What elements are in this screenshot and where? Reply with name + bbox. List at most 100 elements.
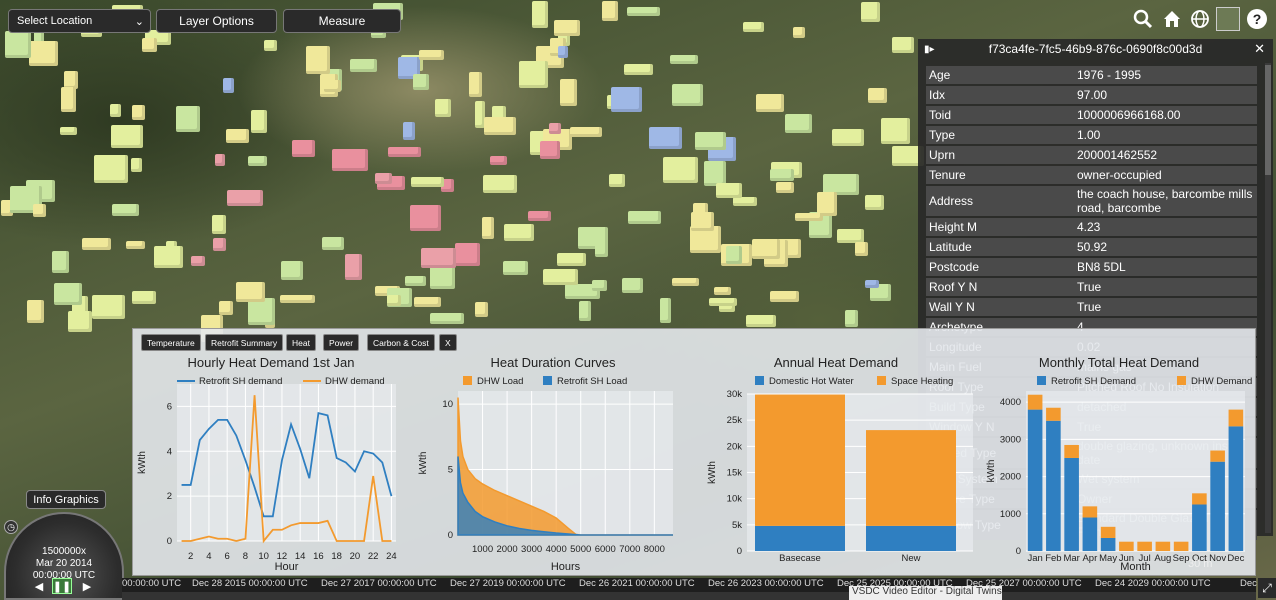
building-footprint[interactable]	[475, 301, 488, 317]
building-footprint[interactable]	[111, 124, 143, 148]
building-footprint[interactable]	[410, 177, 444, 188]
forward-icon[interactable]: ▶	[82, 580, 92, 593]
building-footprint[interactable]	[755, 93, 785, 113]
building-footprint[interactable]	[733, 196, 758, 206]
building-footprint[interactable]	[61, 87, 77, 113]
building-footprint[interactable]	[27, 299, 44, 323]
tab-temperature[interactable]: Temperature	[141, 334, 201, 351]
building-footprint[interactable]	[540, 140, 561, 160]
building-footprint[interactable]	[591, 279, 608, 291]
building-footprint[interactable]	[892, 36, 915, 54]
building-footprint[interactable]	[627, 211, 661, 224]
building-footprint[interactable]	[248, 156, 267, 167]
close-icon[interactable]: ✕	[1254, 41, 1265, 56]
building-footprint[interactable]	[784, 113, 812, 134]
building-footprint[interactable]	[626, 6, 660, 16]
building-footprint[interactable]	[324, 80, 341, 92]
building-footprint[interactable]	[716, 183, 742, 199]
building-footprint[interactable]	[441, 179, 455, 193]
select-location-dropdown[interactable]: Select Location ⌄	[8, 9, 151, 33]
building-footprint[interactable]	[28, 40, 58, 66]
building-footprint[interactable]	[560, 79, 577, 107]
building-footprint[interactable]	[214, 154, 226, 166]
building-footprint[interactable]	[565, 283, 600, 300]
pause-icon[interactable]: ❚❚	[52, 578, 72, 594]
building-footprint[interactable]	[751, 239, 780, 259]
building-footprint[interactable]	[420, 247, 456, 269]
building-footprint[interactable]	[502, 260, 528, 275]
building-footprint[interactable]	[881, 117, 910, 144]
building-footprint[interactable]	[709, 298, 737, 307]
building-footprint[interactable]	[726, 245, 743, 264]
building-footprint[interactable]	[225, 128, 249, 144]
building-footprint[interactable]	[484, 117, 516, 136]
building-footprint[interactable]	[321, 236, 344, 250]
home-icon[interactable]	[1160, 7, 1184, 31]
building-footprint[interactable]	[219, 301, 233, 316]
building-footprint[interactable]	[816, 191, 838, 217]
building-footprint[interactable]	[891, 146, 925, 166]
building-footprint[interactable]	[263, 39, 277, 52]
building-footprint[interactable]	[223, 77, 235, 94]
building-footprint[interactable]	[434, 98, 451, 118]
timeline[interactable]: 00:00:00 UTC Dec 28 2015 00:00:00 UTC Dec …	[122, 578, 1270, 592]
building-footprint[interactable]	[292, 140, 316, 157]
building-footprint[interactable]	[33, 26, 45, 45]
building-footprint[interactable]	[579, 300, 592, 322]
building-footprint[interactable]	[776, 182, 794, 194]
building-footprint[interactable]	[482, 216, 495, 240]
map-thumbnail-icon[interactable]	[1216, 7, 1240, 31]
building-footprint[interactable]	[32, 204, 46, 217]
building-footprint[interactable]	[662, 157, 698, 183]
building-footprint[interactable]	[67, 311, 93, 333]
building-footprint[interactable]	[557, 45, 569, 58]
building-footprint[interactable]	[794, 213, 823, 222]
building-footprint[interactable]	[53, 282, 82, 306]
building-footprint[interactable]	[743, 21, 765, 33]
building-footprint[interactable]	[251, 110, 268, 134]
building-footprint[interactable]	[0, 199, 14, 216]
building-footprint[interactable]	[227, 189, 263, 207]
building-footprint[interactable]	[542, 268, 578, 285]
building-footprint[interactable]	[870, 283, 892, 302]
building-footprint[interactable]	[131, 158, 143, 172]
building-footprint[interactable]	[557, 252, 586, 267]
building-footprint[interactable]	[430, 313, 464, 324]
building-footprint[interactable]	[213, 237, 227, 252]
info-panel-scrollbar[interactable]	[1265, 63, 1271, 533]
tab-heat[interactable]: Heat	[286, 334, 316, 351]
timeline-scrollbar[interactable]	[122, 592, 1256, 600]
building-footprint[interactable]	[125, 240, 145, 249]
building-footprint[interactable]	[280, 295, 316, 304]
scrollbar-thumb[interactable]	[1265, 65, 1271, 175]
tab-power[interactable]: Power	[323, 334, 360, 351]
help-icon[interactable]: ?	[1245, 7, 1269, 31]
building-footprint[interactable]	[519, 61, 548, 88]
building-footprint[interactable]	[4, 30, 32, 59]
building-footprint[interactable]	[94, 155, 128, 183]
building-footprint[interactable]	[672, 83, 704, 107]
building-footprint[interactable]	[553, 20, 581, 36]
building-footprint[interactable]	[610, 87, 642, 112]
building-footprint[interactable]	[832, 129, 864, 146]
building-footprint[interactable]	[549, 122, 562, 134]
building-footprint[interactable]	[92, 294, 125, 320]
building-footprint[interactable]	[350, 58, 378, 72]
building-footprint[interactable]	[418, 49, 445, 60]
rewind-icon[interactable]: ◀	[34, 580, 44, 593]
building-footprint[interactable]	[474, 100, 486, 128]
building-footprint[interactable]	[694, 131, 726, 151]
building-footprint[interactable]	[868, 88, 888, 103]
building-footprint[interactable]	[531, 1, 548, 28]
building-footprint[interactable]	[621, 277, 643, 294]
building-footprint[interactable]	[52, 251, 70, 273]
building-footprint[interactable]	[648, 126, 682, 150]
building-footprint[interactable]	[769, 290, 800, 302]
building-footprint[interactable]	[109, 104, 122, 118]
info-graphics-button[interactable]: Info Graphics	[26, 490, 106, 509]
building-footprint[interactable]	[454, 242, 480, 267]
building-footprint[interactable]	[837, 229, 864, 243]
building-footprint[interactable]	[388, 147, 421, 158]
building-footprint[interactable]	[527, 211, 551, 222]
close-charts-button[interactable]: X	[439, 334, 457, 351]
